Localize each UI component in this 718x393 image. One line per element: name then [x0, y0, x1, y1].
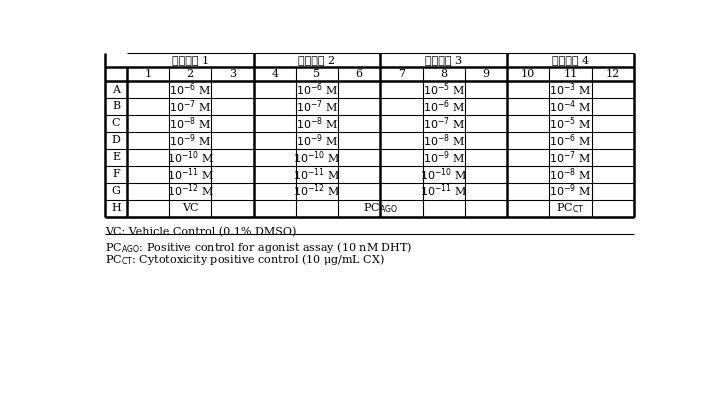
- Text: G: G: [112, 186, 121, 196]
- Text: $10^{-3}$ M: $10^{-3}$ M: [549, 81, 592, 98]
- Text: 시험물질 4: 시험물질 4: [552, 55, 589, 65]
- Text: $10^{-6}$ M: $10^{-6}$ M: [169, 81, 212, 98]
- Text: H: H: [111, 203, 121, 213]
- Text: $10^{-7}$ M: $10^{-7}$ M: [549, 149, 592, 165]
- Text: 5: 5: [314, 69, 320, 79]
- Text: 6: 6: [355, 69, 363, 79]
- Text: $10^{-6}$ M: $10^{-6}$ M: [296, 81, 338, 98]
- Text: $10^{-8}$ M: $10^{-8}$ M: [549, 166, 592, 182]
- Text: E: E: [112, 152, 120, 162]
- Text: $10^{-9}$ M: $10^{-9}$ M: [169, 132, 212, 149]
- Text: 시험물질 2: 시험물질 2: [299, 55, 335, 65]
- Text: $10^{-11}$ M: $10^{-11}$ M: [167, 166, 214, 182]
- Text: C: C: [112, 118, 121, 129]
- Text: $10^{-8}$ M: $10^{-8}$ M: [296, 115, 338, 132]
- Text: 8: 8: [440, 69, 447, 79]
- Text: $10^{-10}$ M: $10^{-10}$ M: [294, 149, 341, 165]
- Text: $10^{-7}$ M: $10^{-7}$ M: [296, 98, 338, 115]
- Text: PC$_{\rm CT}$: PC$_{\rm CT}$: [556, 201, 584, 215]
- Text: $10^{-4}$ M: $10^{-4}$ M: [549, 98, 592, 115]
- Text: $10^{-8}$ M: $10^{-8}$ M: [169, 115, 212, 132]
- Text: $10^{-6}$ M: $10^{-6}$ M: [549, 132, 592, 149]
- Text: A: A: [112, 84, 120, 94]
- Text: VC: Vehicle Control (0.1% DMSO): VC: Vehicle Control (0.1% DMSO): [106, 227, 297, 238]
- Text: 3: 3: [229, 69, 236, 79]
- Text: 1: 1: [144, 69, 151, 79]
- Text: PC$_{\rm CT}$: Cytotoxicity positive control (10 μg/mL CX): PC$_{\rm CT}$: Cytotoxicity positive con…: [106, 252, 385, 267]
- Text: $10^{-6}$ M: $10^{-6}$ M: [422, 98, 465, 115]
- Text: 시험물질 1: 시험물질 1: [172, 55, 209, 65]
- Text: $10^{-12}$ M: $10^{-12}$ M: [294, 183, 341, 200]
- Text: 12: 12: [605, 69, 620, 79]
- Text: 2: 2: [187, 69, 194, 79]
- Text: 시험물질 3: 시험물질 3: [425, 55, 462, 65]
- Text: $10^{-9}$ M: $10^{-9}$ M: [422, 149, 465, 165]
- Text: $10^{-5}$ M: $10^{-5}$ M: [422, 81, 465, 98]
- Text: 7: 7: [398, 69, 405, 79]
- Text: PC$_{\rm AGO}$: Positive control for agonist assay (10 nM DHT): PC$_{\rm AGO}$: Positive control for ago…: [106, 240, 413, 255]
- Text: $10^{-7}$ M: $10^{-7}$ M: [422, 115, 465, 132]
- Text: 10: 10: [521, 69, 536, 79]
- Text: $10^{-8}$ M: $10^{-8}$ M: [422, 132, 465, 149]
- Text: $10^{-5}$ M: $10^{-5}$ M: [549, 115, 592, 132]
- Text: $10^{-7}$ M: $10^{-7}$ M: [169, 98, 212, 115]
- Text: $10^{-10}$ M: $10^{-10}$ M: [167, 149, 214, 165]
- Text: D: D: [112, 135, 121, 145]
- Text: $10^{-11}$ M: $10^{-11}$ M: [294, 166, 341, 182]
- Text: PC$_{\rm AGO}$: PC$_{\rm AGO}$: [363, 201, 398, 215]
- Text: $10^{-10}$ M: $10^{-10}$ M: [420, 166, 467, 182]
- Text: $10^{-9}$ M: $10^{-9}$ M: [296, 132, 338, 149]
- Text: 9: 9: [482, 69, 490, 79]
- Text: $10^{-11}$ M: $10^{-11}$ M: [420, 183, 467, 200]
- Text: 4: 4: [271, 69, 279, 79]
- Text: B: B: [112, 101, 120, 112]
- Text: 11: 11: [564, 69, 577, 79]
- Text: $10^{-12}$ M: $10^{-12}$ M: [167, 183, 214, 200]
- Text: VC: VC: [182, 203, 199, 213]
- Text: F: F: [112, 169, 120, 179]
- Text: $10^{-9}$ M: $10^{-9}$ M: [549, 183, 592, 200]
